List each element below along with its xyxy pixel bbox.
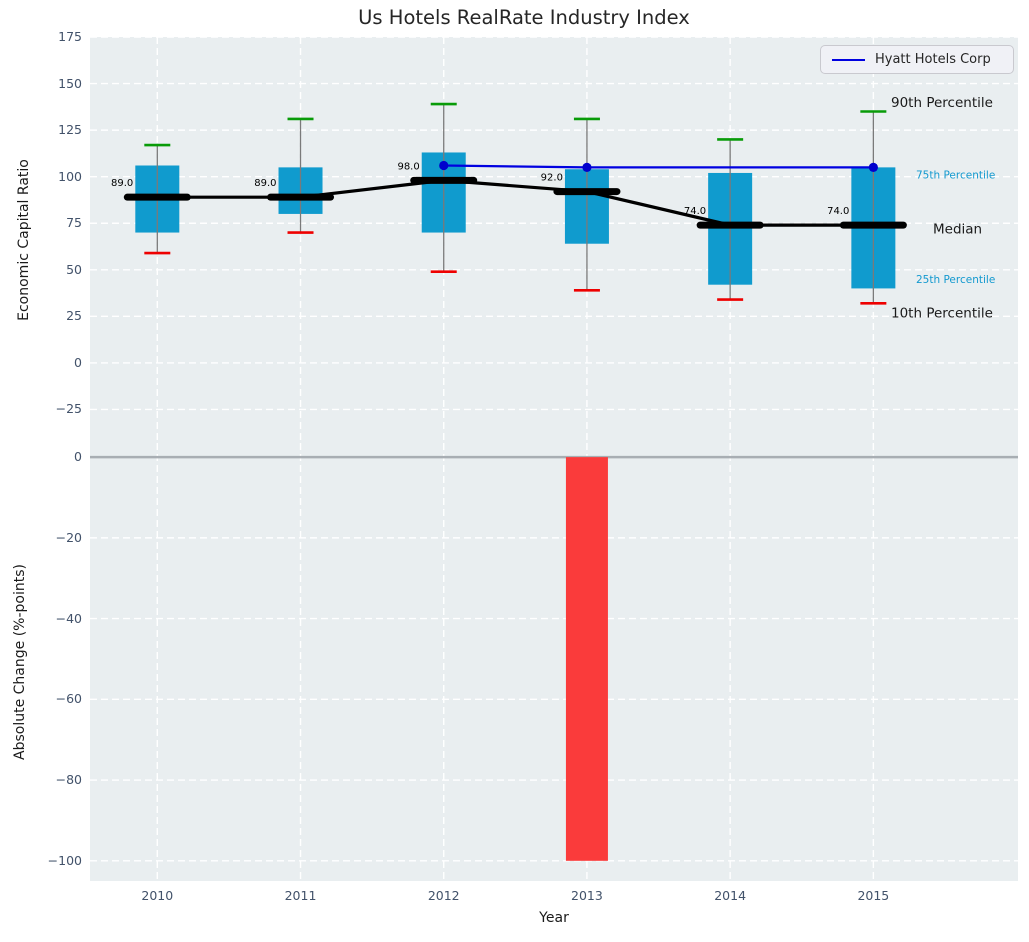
legend-label: Hyatt Hotels Corp [875,52,991,67]
change-bar-2013 [565,457,608,861]
hyatt-marker-2013 [582,162,592,172]
xtick-2014: 2014 [714,888,747,903]
top-ytick-0: 0 [74,354,82,370]
bottom-ytick--60: −60 [55,691,82,707]
top-ytick--25: −25 [55,401,82,417]
top-chart-canvas: 89.0 89.0 98.0 92.0 74.0 74.0 90th Percentile 7… [90,36,1018,443]
bottom-ytick--100: −100 [47,852,82,868]
chart-title: Us Hotels RealRate Industry Index [358,6,690,29]
bottom-plot-area [90,443,1018,881]
median-value-label-2015: 74.0 [827,206,849,217]
legend: Hyatt Hotels Corp [820,45,1014,74]
median-value-label-2010: 89.0 [111,178,133,189]
hyatt-line [443,164,874,169]
median-value-label-2011: 89.0 [254,178,276,189]
xtick-2010: 2010 [141,888,174,903]
xtick-2012: 2012 [427,888,460,903]
top-plot-area: 89.0 89.0 98.0 92.0 74.0 74.0 90th Percentile 7… [90,36,1018,443]
bottom-ytick--80: −80 [55,772,82,788]
x-axis-label: Year [539,910,569,926]
xtick-2013: 2013 [571,888,603,903]
median-value-label-2012: 98.0 [397,161,419,172]
bottom-ytick-0: 0 [74,449,82,465]
annotation-90th-percentile: 90th Percentile [891,95,993,111]
bottom-ytick--40: −40 [55,610,82,626]
top-ytick-175: 175 [58,29,82,44]
hyatt-marker-2015 [868,162,878,172]
legend-line-sample-icon [832,58,865,61]
annotation-75th-percentile: 75th Percentile [916,170,995,182]
bottom-y-axis-label: Absolute Change (%-points) [12,564,28,760]
top-ytick-25: 25 [66,308,82,324]
top-ytick-125: 125 [58,122,82,138]
top-ytick-75: 75 [66,215,82,231]
hyatt-marker-2012 [439,160,449,171]
annotation-10th-percentile: 10th Percentile [891,305,993,321]
top-ytick-100: 100 [58,168,82,184]
bottom-ytick--20: −20 [55,529,82,545]
bottom-chart-canvas [90,443,1018,881]
top-ytick-150: 150 [58,75,82,91]
annotation-median: Median [933,222,982,238]
annotation-25th-percentile: 25th Percentile [916,274,995,286]
median-value-label-2013: 92.0 [541,173,563,184]
top-ytick-50: 50 [66,261,82,277]
median-value-label-2014: 74.0 [684,206,706,217]
xtick-2015: 2015 [857,888,890,903]
xtick-2011: 2011 [284,888,317,903]
